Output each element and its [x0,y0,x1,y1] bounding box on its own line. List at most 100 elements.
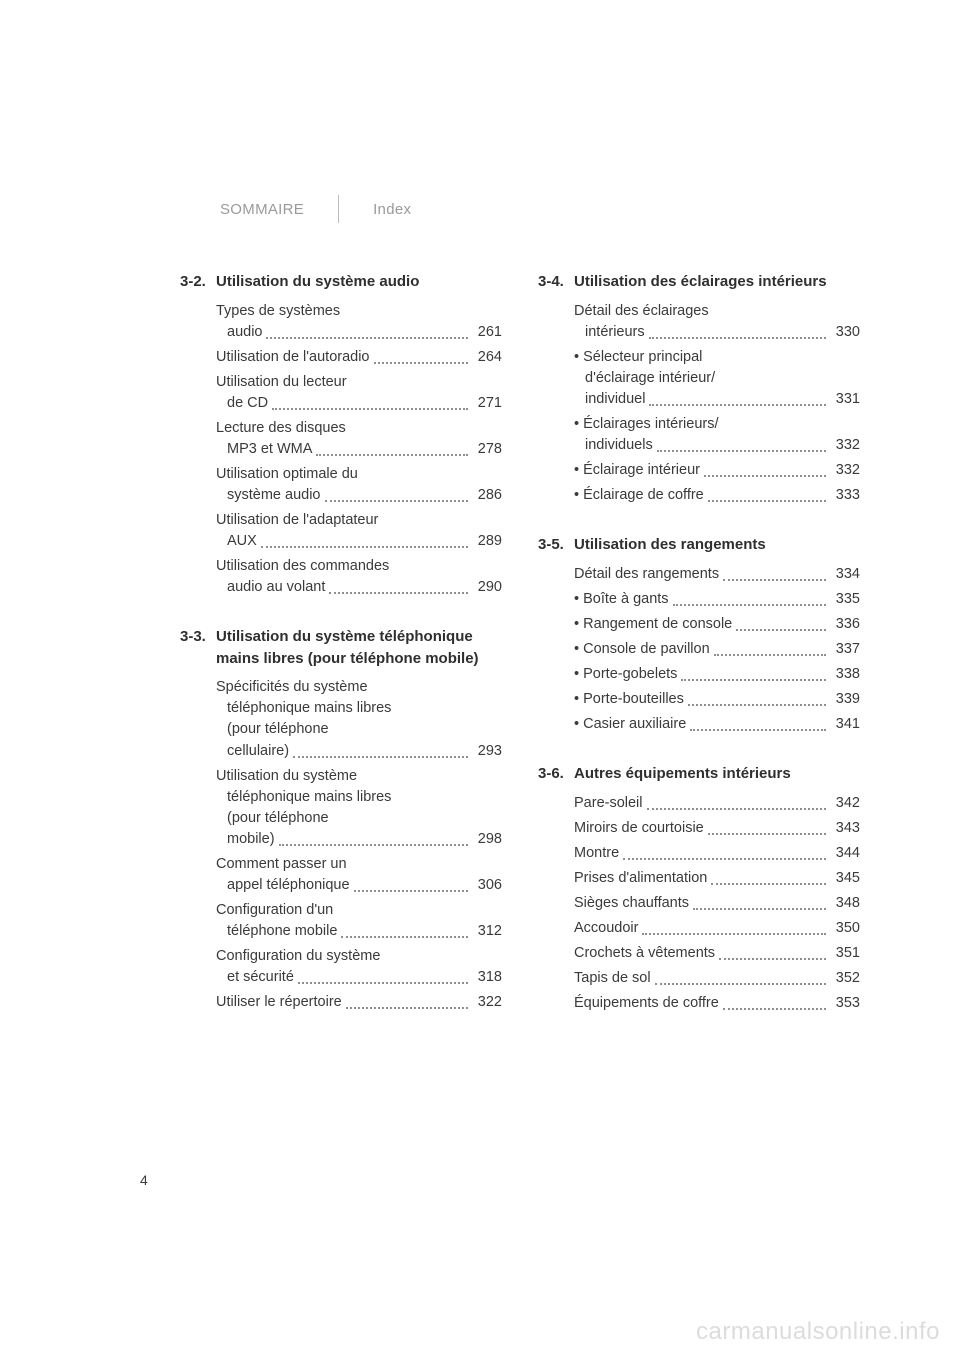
toc-label: Crochets à vêtements [574,943,715,964]
toc-entry[interactable]: Tapis de sol352 [538,968,860,989]
toc-entry[interactable]: Montre344 [538,843,860,864]
toc-leader [298,982,468,984]
toc-entry[interactable]: • Porte-bouteilles339 [538,689,860,710]
toc-leader [341,936,467,938]
toc-page: 337 [830,639,860,660]
toc-leader [293,756,468,758]
toc-page: 341 [830,714,860,735]
toc-leader [723,579,826,581]
toc-page: 332 [830,460,860,481]
toc-label: téléphonique mains libres [216,698,391,719]
toc-entry[interactable]: Configuration d'un [180,900,502,921]
toc-leader [329,592,467,594]
nav-sommaire[interactable]: SOMMAIRE [220,201,304,218]
toc-label: • Éclairages intérieurs/ [574,414,719,435]
toc-entry[interactable]: Miroirs de courtoisie343 [538,818,860,839]
toc-entry[interactable]: Comment passer un [180,854,502,875]
toc-label: Configuration d'un [216,900,333,921]
toc-page: 330 [830,322,860,343]
toc-entry[interactable]: • Éclairage de coffre333 [538,485,860,506]
toc-entry[interactable]: • Porte-gobelets338 [538,664,860,685]
toc-leader [657,450,826,452]
toc-entry[interactable]: • Boîte à gants335 [538,589,860,610]
toc-label: MP3 et WMA [216,439,312,460]
toc-label: • Éclairage de coffre [574,485,704,506]
toc-entry[interactable]: Équipements de coffre353 [538,993,860,1014]
toc-entry[interactable]: Utiliser le répertoire322 [180,992,502,1013]
toc-entry[interactable]: Crochets à vêtements351 [538,943,860,964]
toc-label: audio [216,322,262,343]
toc-entry[interactable]: Pare-soleil342 [538,793,860,814]
toc-entry-cont[interactable]: mobile)298 [180,829,502,850]
toc-section-title: Autres équipements intérieurs [574,763,860,785]
toc-leader [266,337,467,339]
toc-entry-cont[interactable]: intérieurs330 [538,322,860,343]
toc-entry[interactable]: Utilisation de l'autoradio264 [180,347,502,368]
toc-leader [655,983,826,985]
toc-entry[interactable]: Prises d'alimentation345 [538,868,860,889]
toc-columns: 3-2.Utilisation du système audioTypes de… [180,271,860,1042]
toc-entry-cont: (pour téléphone [180,808,502,829]
toc-entry-cont: (pour téléphone [180,719,502,740]
toc-entry[interactable]: • Console de pavillon 337 [538,639,860,660]
toc-label: • Boîte à gants [574,589,669,610]
toc-leader [714,654,826,656]
toc-entry[interactable]: Utilisation optimale du [180,464,502,485]
toc-entry[interactable]: Configuration du système [180,946,502,967]
toc-entry[interactable]: • Rangement de console336 [538,614,860,635]
toc-entry[interactable]: Types de systèmes [180,301,502,322]
toc-page: 289 [472,531,502,552]
toc-label: téléphone mobile [216,921,337,942]
toc-entry-cont[interactable]: AUX289 [180,531,502,552]
toc-label: • Sélecteur principal [574,347,702,368]
toc-page: 343 [830,818,860,839]
toc-entry-cont[interactable]: audio au volant290 [180,577,502,598]
toc-entry[interactable]: Détail des rangements334 [538,564,860,585]
toc-section-number: 3-6. [538,763,574,785]
toc-entry[interactable]: Détail des éclairages [538,301,860,322]
toc-label: mobile) [216,829,275,850]
toc-entry[interactable]: Spécificités du système [180,677,502,698]
toc-leader [649,404,825,406]
toc-entry-cont[interactable]: de CD271 [180,393,502,414]
toc-entry[interactable]: Sièges chauffants348 [538,893,860,914]
toc-entry[interactable]: • Sélecteur principal [538,347,860,368]
toc-entry[interactable]: Utilisation des commandes [180,556,502,577]
toc-entry-cont[interactable]: MP3 et WMA278 [180,439,502,460]
toc-entry-cont[interactable]: téléphone mobile 312 [180,921,502,942]
toc-leader [681,679,825,681]
toc-label: (pour téléphone [216,808,329,829]
toc-label: • Rangement de console [574,614,732,635]
toc-page: 352 [830,968,860,989]
toc-page: 290 [472,577,502,598]
toc-leader [325,500,468,502]
toc-entry[interactable]: • Éclairage intérieur332 [538,460,860,481]
toc-right-column: 3-4.Utilisation des éclairages intérieur… [538,271,860,1042]
toc-label: • Console de pavillon [574,639,710,660]
toc-page: 331 [830,389,860,410]
toc-entry[interactable]: • Casier auxiliaire341 [538,714,860,735]
toc-entry-cont[interactable]: audio261 [180,322,502,343]
toc-entry[interactable]: Utilisation de l'adaptateur [180,510,502,531]
toc-page: 338 [830,664,860,685]
toc-page: 312 [472,921,502,942]
toc-entry[interactable]: Accoudoir350 [538,918,860,939]
toc-leader [279,844,468,846]
toc-entry[interactable]: Lecture des disques [180,418,502,439]
toc-page: 286 [472,485,502,506]
top-nav: SOMMAIRE Index [180,195,860,223]
toc-entry[interactable]: Utilisation du système [180,766,502,787]
toc-entry-cont[interactable]: individuel331 [538,389,860,410]
toc-label: Utilisation de l'adaptateur [216,510,378,531]
toc-page: 339 [830,689,860,710]
toc-entry-cont[interactable]: appel téléphonique306 [180,875,502,896]
toc-entry-cont[interactable]: système audio286 [180,485,502,506]
nav-index[interactable]: Index [373,201,411,218]
toc-entry-cont[interactable]: individuels332 [538,435,860,456]
toc-entry-cont[interactable]: cellulaire)293 [180,741,502,762]
toc-section-title: Utilisation des éclairages intérieurs [574,271,860,293]
toc-label: Configuration du système [216,946,380,967]
toc-entry[interactable]: • Éclairages intérieurs/ [538,414,860,435]
toc-entry[interactable]: Utilisation du lecteur [180,372,502,393]
toc-entry-cont[interactable]: et sécurité318 [180,967,502,988]
